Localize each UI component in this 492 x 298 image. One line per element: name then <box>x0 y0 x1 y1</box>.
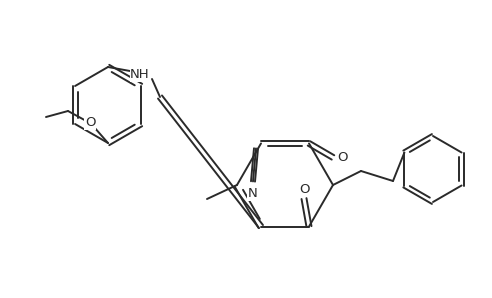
Text: NH: NH <box>130 69 150 81</box>
Text: O: O <box>337 151 347 164</box>
Text: O: O <box>85 117 95 130</box>
Text: N: N <box>248 187 258 200</box>
Text: O: O <box>299 183 309 196</box>
